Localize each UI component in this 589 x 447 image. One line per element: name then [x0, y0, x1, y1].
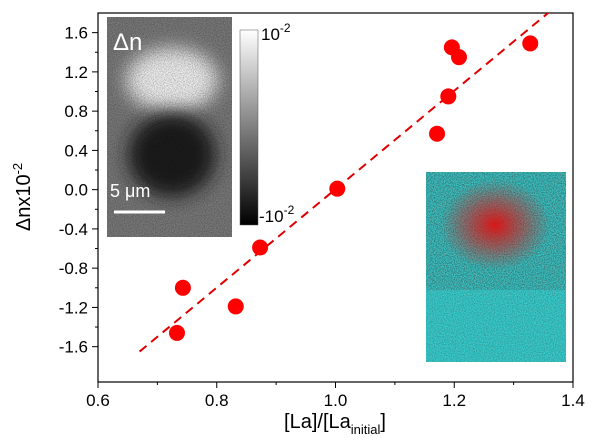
x-tick-label: 0.6	[86, 391, 110, 410]
inset-label: Δn	[113, 29, 142, 56]
data-point	[440, 88, 457, 105]
colorbar-max: 10-2	[261, 21, 291, 44]
y-tick-label: -1.6	[59, 338, 88, 357]
y-tick-label: 0.4	[64, 141, 88, 160]
x-axis-title: [La]/[Lainitial]	[284, 411, 386, 437]
data-point	[174, 279, 191, 296]
y-tick-label: 0.0	[64, 181, 88, 200]
y-tick-label: -1.2	[59, 298, 88, 317]
colorbar	[239, 29, 259, 226]
x-tick-label: 1.0	[324, 391, 348, 410]
colorbar-min: -10-2	[259, 203, 295, 226]
inset-image	[107, 17, 232, 237]
x-tick-label: 0.8	[205, 391, 229, 410]
x-tick-label: 1.2	[442, 391, 466, 410]
y-tick-label: 0.8	[64, 102, 88, 121]
y-tick-label: 1.2	[64, 63, 88, 82]
y-tick-label: 1.6	[64, 24, 88, 43]
data-point	[227, 298, 244, 315]
data-point	[429, 125, 446, 142]
data-point	[451, 49, 467, 66]
y-tick-label: -0.4	[59, 220, 88, 239]
y-tick-label: -0.8	[59, 259, 88, 278]
scale-bar-label: 5 μm	[110, 181, 150, 201]
data-point	[522, 35, 539, 52]
inset-map	[426, 172, 566, 362]
y-axis-title: Δnx10-2	[10, 163, 35, 231]
data-point	[168, 324, 185, 341]
plot-area	[138, 13, 550, 353]
data-point	[329, 180, 346, 197]
data-point	[252, 239, 269, 256]
x-tick-label: 1.4	[561, 391, 585, 410]
